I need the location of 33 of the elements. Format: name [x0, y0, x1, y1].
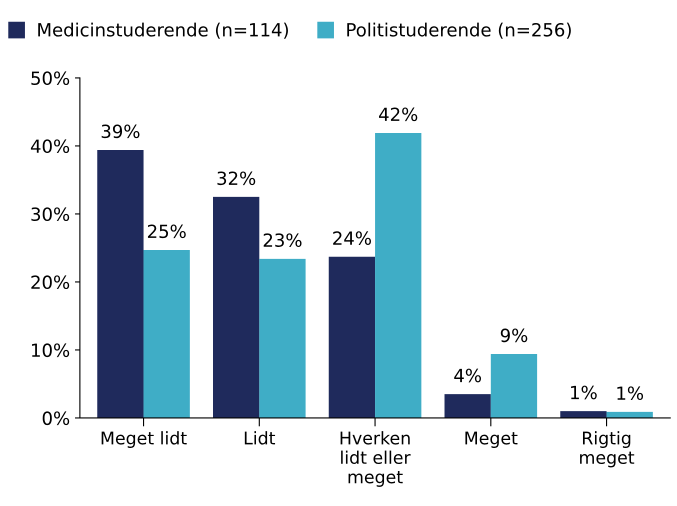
bar: [328, 256, 376, 418]
x-tick-label: Lidt: [244, 431, 276, 445]
data-label: 42%: [379, 108, 418, 122]
data-label: 9%: [500, 328, 528, 342]
legend-label: Medicinstuderende (n=114): [38, 22, 288, 39]
bar: [144, 250, 190, 418]
data-label: 39%: [102, 124, 140, 138]
bar: [213, 196, 260, 418]
bar: [560, 411, 607, 418]
y-tick-label: 20%: [31, 275, 70, 290]
x-tick-label: Meget: [465, 432, 518, 448]
data-label: 23%: [264, 233, 302, 247]
data-label: 1%: [571, 386, 597, 400]
x-tick-label: Rigtig meget: [580, 431, 634, 468]
data-label: 4%: [454, 368, 481, 382]
y-tick-label: 30%: [31, 207, 70, 222]
data-label: 1%: [617, 386, 644, 400]
data-label: 24%: [333, 231, 371, 245]
y-tick-label: 50%: [31, 71, 70, 86]
data-label: 32%: [217, 171, 256, 186]
x-tick-label: Hverken lidt eller meget: [340, 431, 411, 487]
bar: [259, 258, 306, 418]
bar: [606, 412, 653, 418]
bar: [444, 394, 491, 418]
y-tick-label: 0%: [42, 411, 70, 426]
bar: [490, 354, 538, 418]
bar: [97, 150, 144, 418]
legend-label: Politistuderende (n=256): [347, 22, 571, 39]
data-label: 25%: [148, 224, 186, 238]
x-tick-label: Meget lidt: [102, 431, 187, 448]
bar: [375, 133, 422, 418]
y-tick-label: 40%: [30, 139, 70, 154]
y-tick-label: 10%: [32, 343, 70, 358]
